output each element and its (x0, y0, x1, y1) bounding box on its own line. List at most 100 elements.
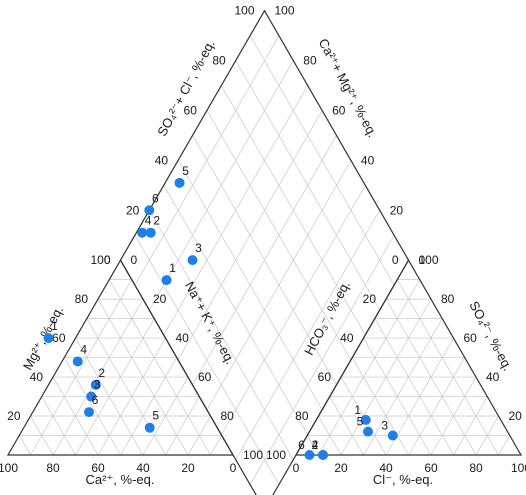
diamond-point-label: 4 (145, 214, 152, 228)
anion-triangle-grid-line (363, 318, 443, 456)
cation-x-tick-label: 60 (91, 461, 105, 475)
cation-triangle-grid-line (18, 435, 31, 456)
cation-right-tick-label: 60 (198, 370, 212, 384)
cation-x-tick-label: 80 (46, 461, 60, 475)
cation-triangle-grid-line (210, 435, 223, 456)
cation-triangle-grid-line (120, 357, 178, 456)
anion-triangle-grid-line (329, 396, 364, 456)
diamond-grid-line (235, 210, 381, 460)
cation-right-tick-label: 80 (221, 409, 235, 423)
diamond-grid-line (220, 185, 366, 435)
anion-left-axis-label: HCO₃⁻, %-eq. (301, 278, 353, 358)
diamond-right-tick-label: 100 (275, 4, 295, 18)
diamond-right-tick-label: 60 (332, 103, 346, 117)
anion-x-tick-label: 20 (334, 461, 348, 475)
cation-point-label: 4 (80, 342, 87, 356)
diamond-point-label: 5 (182, 164, 189, 178)
diamond-left-tick-label: 0 (104, 253, 111, 267)
cation-x-tick-label: 20 (181, 461, 195, 475)
cation-point (144, 422, 155, 433)
diamond-point-label: 6 (152, 191, 159, 205)
diamond-point-label: 3 (195, 241, 202, 255)
anion-point (360, 414, 371, 425)
anion-left-tick-label: 80 (295, 409, 309, 423)
diamond-left-tick-label: 20 (126, 203, 140, 217)
anion-point-label: 5 (357, 415, 364, 429)
diamond-point-label: 1 (169, 261, 176, 275)
cation-right-tick-label: 40 (176, 331, 190, 345)
diamond-grid-line (206, 160, 352, 410)
cation-x-axis-label: Ca²⁺, %-eq. (86, 472, 155, 487)
cation-triangle-grid-line (86, 318, 166, 456)
cation-right-tick-label: 20 (153, 292, 167, 306)
anion-triangle-grid-line (396, 279, 499, 456)
cation-point (43, 333, 54, 344)
anion-left-tick-label: 100 (266, 448, 286, 462)
anion-point-label: 3 (381, 419, 388, 433)
anion-x-tick-label: 100 (511, 461, 526, 475)
anion-right-tick-label: 60 (464, 331, 478, 345)
cation-left-tick-label: 20 (7, 409, 21, 423)
anion-right-tick-label: 80 (441, 292, 455, 306)
anion-triangle-grid-line (374, 318, 454, 456)
anion-point (318, 450, 328, 460)
diamond-right-tick-label: 40 (361, 153, 375, 167)
diamond-point-label: 2 (153, 214, 160, 228)
anion-triangle-grid-line (318, 279, 421, 456)
anion-triangle-grid-line (408, 357, 466, 456)
cation-point-label: 5 (152, 409, 159, 423)
cation-triangle-grid-line (108, 279, 211, 456)
anion-triangle-grid-line (498, 435, 511, 456)
diamond-grid-line (206, 110, 352, 361)
cation-left-tick-label: 100 (90, 253, 110, 267)
anion-point (387, 430, 398, 441)
anion-triangle-grid-line (351, 357, 409, 456)
anion-x-axis-label: Cl⁻, %-eq. (373, 472, 433, 487)
cation-triangle-grid-line (75, 318, 155, 456)
cation-x-tick-label: 100 (0, 461, 18, 475)
anion-x-tick-label: 60 (424, 461, 438, 475)
tick-labels: 1000100010000100802080208020208060406040… (0, 4, 526, 475)
anion-right-tick-label: 40 (486, 370, 500, 384)
diamond-point (144, 205, 155, 216)
cation-x-tick-label: 0 (230, 461, 237, 475)
diamond-right-axis-label: Ca²⁺+ Mg²⁺, %-eq. (316, 36, 381, 140)
cation-left-tick-label: 40 (30, 370, 44, 384)
diamond-grid-line (235, 60, 381, 311)
cation-right-tick-label: 100 (243, 448, 263, 462)
diamond-left-axis-label: SO₄²⁻+ Cl⁻, %-eq. (154, 37, 217, 138)
anion-left-tick-label: 20 (363, 292, 377, 306)
diamond-grid-line (249, 35, 395, 286)
anion-point-label: 1 (354, 403, 361, 417)
cation-triangle-grid-line (52, 298, 144, 456)
cation-triangle-grid-line (41, 396, 76, 456)
cation-point-label: 3 (94, 378, 101, 392)
anion-left-tick-label: 40 (340, 331, 354, 345)
anion-triangle-grid-line (306, 435, 319, 456)
cation-point-label: 1 (51, 319, 58, 333)
cation-point-label: 6 (92, 393, 99, 407)
cation-triangle-grid-line (165, 396, 200, 456)
diamond-right-tick-label: 20 (390, 203, 404, 217)
diamond-point (161, 275, 172, 286)
diamond-grid-line (192, 135, 337, 386)
cation-point-label: 2 (98, 366, 105, 380)
anion-point-label: 4 (312, 438, 319, 452)
cation-right-axis-label: Na⁺+ K⁺, %-eq. (182, 279, 238, 367)
diamond-grid-line (220, 85, 366, 336)
diamond-left-tick-label: 40 (155, 153, 169, 167)
cation-point (84, 407, 94, 418)
cation-left-tick-label: 60 (52, 331, 66, 345)
diamond-right-tick-label: 0 (419, 253, 426, 267)
diamond-point (174, 177, 185, 188)
diamond-point (187, 255, 198, 266)
diamond-left-tick-label: 100 (234, 4, 254, 18)
anion-triangle-grid-line (385, 298, 477, 456)
cation-x-tick-label: 40 (136, 461, 150, 475)
anion-right-tick-label: 20 (509, 409, 523, 423)
diamond-left-tick-label: 80 (212, 54, 226, 68)
diamond-point (137, 227, 148, 238)
grid-lines (18, 35, 511, 485)
anion-triangle-grid-line (453, 396, 488, 456)
